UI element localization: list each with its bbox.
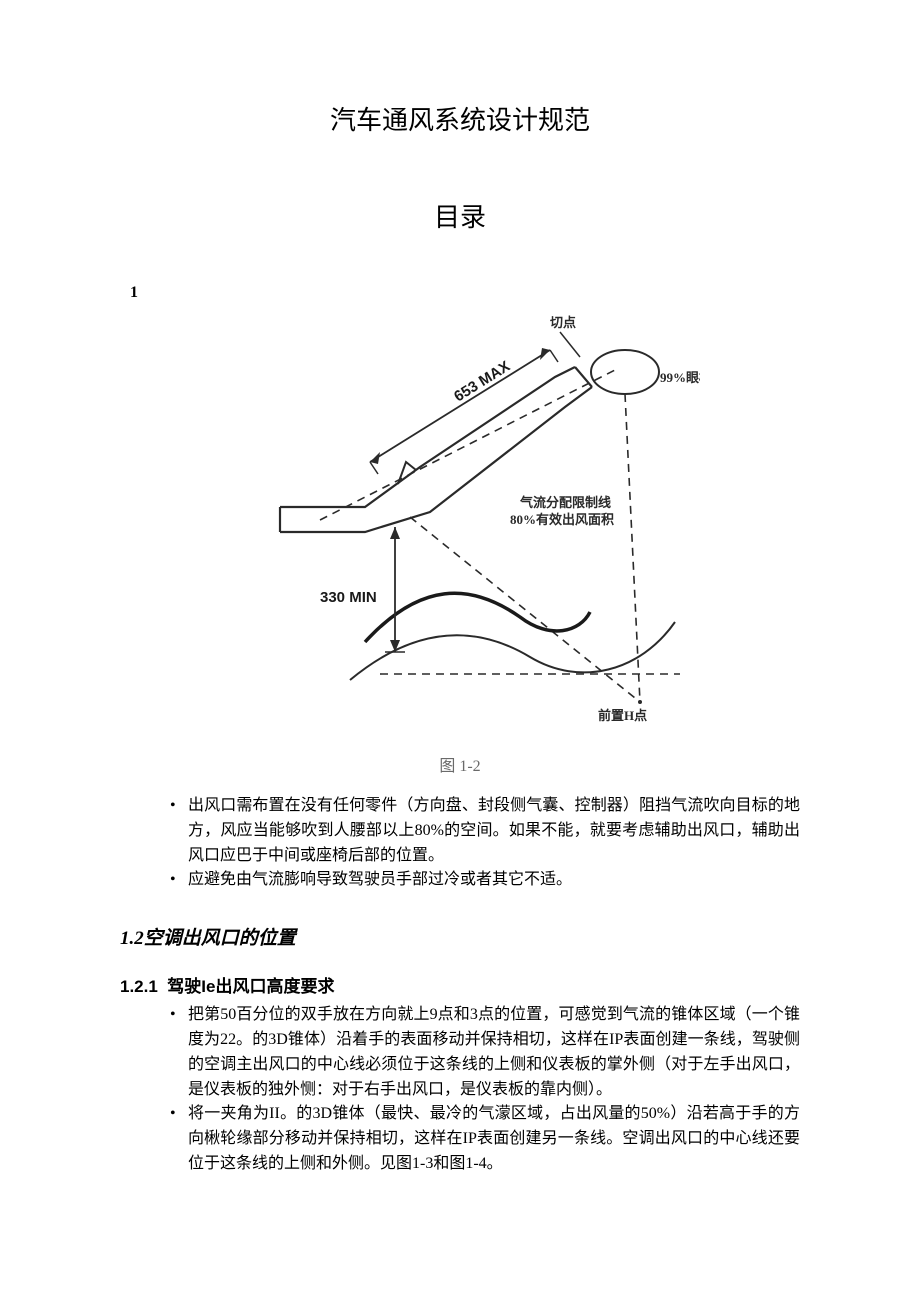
list-item: 把第50百分位的双手放在方向就上9点和3点的位置，可感觉到气流的锥体区域（一个锥… xyxy=(170,1003,800,1102)
label-tangent: 切点 xyxy=(550,315,576,330)
heading-1-2-title: 空调出风口的位置 xyxy=(144,928,296,949)
figure-1-2-caption: 图 1-2 xyxy=(120,752,800,776)
heading-1-2: 1.2空调出风口的位置 xyxy=(120,923,800,950)
figure-1-2: 99%眼椭圆 切点 653 MAX 气流分配限制线 80%有效出风面积 xyxy=(120,312,800,737)
section-1-number: 1 xyxy=(130,284,800,302)
heading-1-2-1-num: 1.2.1 xyxy=(120,977,158,996)
document-title: 汽车通风系统设计规范 xyxy=(120,100,800,137)
label-flowline-1: 气流分配限制线 xyxy=(520,495,611,510)
list-item: 将一夹角为II。的3D锥体（最快、最冷的气濛区域，占出风量的50%）沿若高于手的… xyxy=(170,1102,800,1176)
list-item: 出风口需布置在没有任何零件（方向盘、封段侧气囊、控制器）阻挡气流吹向目标的地方，… xyxy=(170,794,800,868)
paragraph-block-1: 出风口需布置在没有任何零件（方向盘、封段侧气囊、控制器）阻挡气流吹向目标的地方，… xyxy=(120,794,800,893)
dim-330-min: 330 MIN xyxy=(320,589,377,606)
dim-653-max: 653 MAX xyxy=(451,358,513,406)
label-h-point: 前置H点 xyxy=(598,708,647,723)
label-eye-ellipse: 99%眼椭圆 xyxy=(660,370,700,385)
paragraph-block-1-2-1: 把第50百分位的双手放在方向就上9点和3点的位置，可感觉到气流的锥体区域（一个锥… xyxy=(120,1003,800,1177)
heading-1-2-1-title: 驾驶Ie出风口高度要求 xyxy=(167,977,334,996)
label-flowline-2: 80%有效出风面积 xyxy=(510,512,614,527)
heading-1-2-1: 1.2.1 驾驶Ie出风口高度要求 xyxy=(120,972,800,997)
list-item: 应避免由气流膨响导致驾驶员手部过冷或者其它不适。 xyxy=(170,868,800,893)
toc-heading: 目录 xyxy=(120,197,800,234)
heading-1-2-num: 1.2 xyxy=(120,928,144,949)
